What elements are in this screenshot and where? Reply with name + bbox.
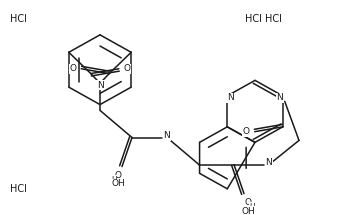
Text: O: O: [70, 64, 77, 73]
Text: N: N: [276, 93, 283, 102]
Text: HCl HCl: HCl HCl: [245, 14, 282, 24]
Text: O: O: [244, 198, 252, 207]
Text: OH: OH: [111, 180, 125, 189]
Text: H: H: [111, 176, 117, 185]
Text: O: O: [123, 64, 130, 73]
Text: N: N: [266, 158, 272, 167]
Text: H: H: [249, 203, 255, 212]
Text: HCl: HCl: [10, 184, 27, 194]
Text: HCl: HCl: [10, 14, 27, 24]
Text: O: O: [115, 171, 121, 180]
Text: N: N: [227, 93, 234, 102]
Text: OH: OH: [241, 207, 255, 215]
Text: O: O: [242, 127, 249, 136]
Text: N: N: [97, 81, 103, 90]
Text: N: N: [164, 131, 170, 140]
